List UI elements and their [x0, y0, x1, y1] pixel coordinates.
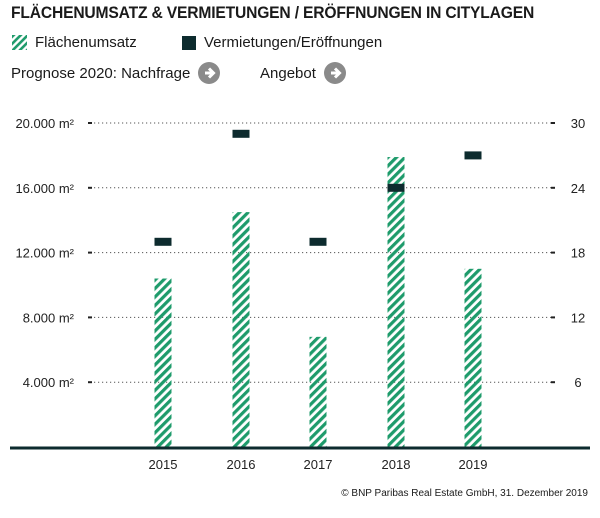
marker-vermietungen [154, 237, 172, 246]
square-swatch-icon [182, 35, 196, 50]
y-right-tick-label: 24 [571, 181, 585, 196]
y-left-tick-label: 20.000 m² [15, 116, 74, 131]
bar-flaechenumsatz [387, 157, 405, 447]
legend-label: Vermietungen/Eröffnungen [204, 34, 383, 51]
y-right-tick-label: 18 [571, 246, 585, 261]
marker-vermietungen [309, 237, 327, 246]
forecast-supply-link[interactable]: Angebot [260, 62, 346, 84]
hatch-swatch-icon [12, 35, 27, 50]
y-left-tick-label: 12.000 m² [15, 246, 74, 261]
chart-title: FLÄCHENUMSATZ & VERMIETUNGEN / ERÖFFNUNG… [11, 3, 535, 22]
y-right-tick-label: 6 [574, 375, 581, 390]
x-tick-label: 2015 [149, 457, 178, 472]
legend-item-vermietungen: Vermietungen/Eröffnungen [182, 34, 382, 51]
x-tick-label: 2019 [459, 457, 488, 472]
arrow-right-circle-icon[interactable] [323, 62, 346, 84]
bar-flaechenumsatz [309, 336, 327, 447]
forecast-demand-link[interactable]: Prognose 2020: Nachfrage [11, 62, 221, 84]
copyright-footer: © BNP Paribas Real Estate GmbH, 31. Deze… [341, 488, 588, 499]
y-right-tick-label: 30 [571, 116, 585, 131]
x-tick-label: 2016 [227, 457, 256, 472]
bar-flaechenumsatz [464, 268, 482, 447]
legend-item-flaechenumsatz: Flächenumsatz [12, 34, 137, 51]
x-tick-label: 2017 [304, 457, 333, 472]
y-left-tick-label: 8.000 m² [23, 310, 75, 325]
forecast-supply-label: Angebot [260, 64, 316, 82]
x-tick-label: 2018 [382, 457, 411, 472]
y-left-tick-label: 16.000 m² [15, 181, 74, 196]
y-right-tick-label: 12 [571, 310, 585, 325]
arrow-right-circle-icon[interactable] [198, 62, 221, 84]
marker-vermietungen [387, 183, 405, 192]
legend-label: Flächenumsatz [35, 34, 137, 51]
bar-flaechenumsatz [154, 278, 172, 447]
forecast-demand-label: Prognose 2020: Nachfrage [11, 64, 191, 82]
y-left-tick-label: 4.000 m² [23, 375, 75, 390]
marker-vermietungen [464, 151, 482, 160]
marker-vermietungen [232, 129, 250, 138]
bar-flaechenumsatz [232, 212, 250, 447]
